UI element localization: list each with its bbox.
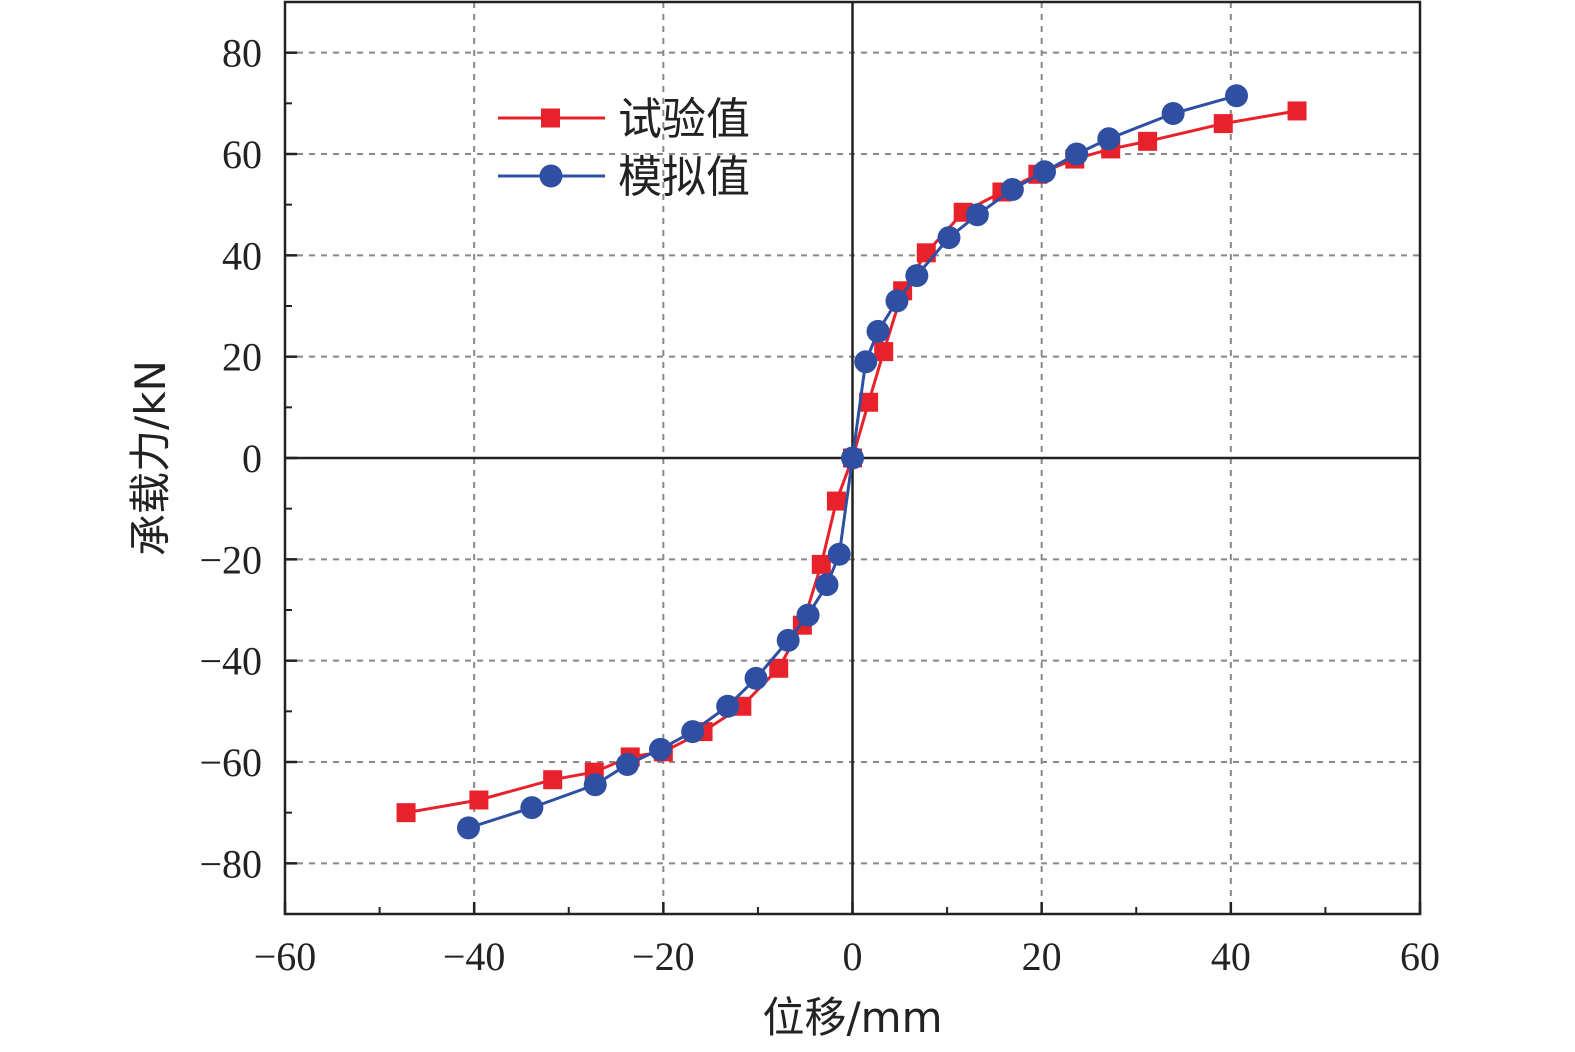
series-point-0 [396,803,416,823]
legend-label-test: 试验值 [618,94,750,145]
y-tick-label: −20 [199,537,262,582]
series-layer [396,84,1307,840]
series-point-1 [1225,84,1249,108]
series-point-1 [827,542,851,566]
series-point-0 [1287,101,1307,121]
series-point-1 [615,753,639,777]
legend-marker-sim [539,164,563,188]
plot-frame [283,0,1422,916]
series-point-1 [520,796,544,820]
series-point-0 [916,243,936,263]
series-point-1 [815,573,839,597]
x-tick-label: 60 [1400,934,1440,979]
x-axis-title: 位移/mm [763,993,943,1042]
series-point-1 [456,816,480,840]
x-tick-label: 0 [843,934,863,979]
series-point-0 [1213,114,1233,134]
x-tick-label: −20 [632,934,695,979]
series-point-0 [874,342,894,362]
series-point-1 [716,694,740,718]
y-tick-label: −40 [199,639,262,684]
series-point-1 [583,773,607,797]
series-point-0 [469,790,489,810]
x-tick-label: −40 [443,934,506,979]
series-point-0 [859,392,879,412]
series-point-1 [1097,127,1121,151]
y-tick-label: 80 [222,31,262,76]
series-point-1 [1065,142,1089,166]
legend: 试验值 模拟值 [498,94,750,203]
series-point-1 [776,628,800,652]
y-tick-label: 0 [242,436,262,481]
series-point-1 [937,226,961,250]
series-point-0 [769,658,789,678]
legend-label-sim: 模拟值 [618,152,750,203]
series-point-0 [811,554,831,574]
series-point-1 [866,319,890,343]
series-point-1 [905,264,929,288]
y-tick-label: 60 [222,132,262,177]
series-point-0 [543,770,563,790]
series-point-1 [885,289,909,313]
y-tick-label: 40 [222,233,262,278]
y-tick-label: −60 [199,740,262,785]
series-point-1 [854,350,878,374]
x-tick-label: 20 [1022,934,1062,979]
series-point-1 [681,720,705,744]
series-point-1 [841,446,864,470]
series-point-1 [796,603,820,627]
y-tick-label: 20 [222,335,262,380]
series-point-1 [965,203,989,227]
x-tick-label: −60 [254,934,317,979]
series-point-0 [826,491,846,511]
series-point-1 [744,666,768,690]
series-point-1 [1000,177,1024,201]
y-tick-label: −80 [199,841,262,886]
series-point-1 [648,737,672,761]
series-point-0 [1138,131,1158,151]
series-point-1 [1033,160,1057,184]
legend-marker-test [541,108,560,128]
x-tick-label: 40 [1211,934,1251,979]
tick-labels: −60 −40 −20 0 20 40 60 −80 −60 −40 −20 0 20 40 60 80 [199,31,1440,979]
y-axis-title: 承载力/kN [126,360,175,556]
series-point-1 [1161,101,1185,125]
